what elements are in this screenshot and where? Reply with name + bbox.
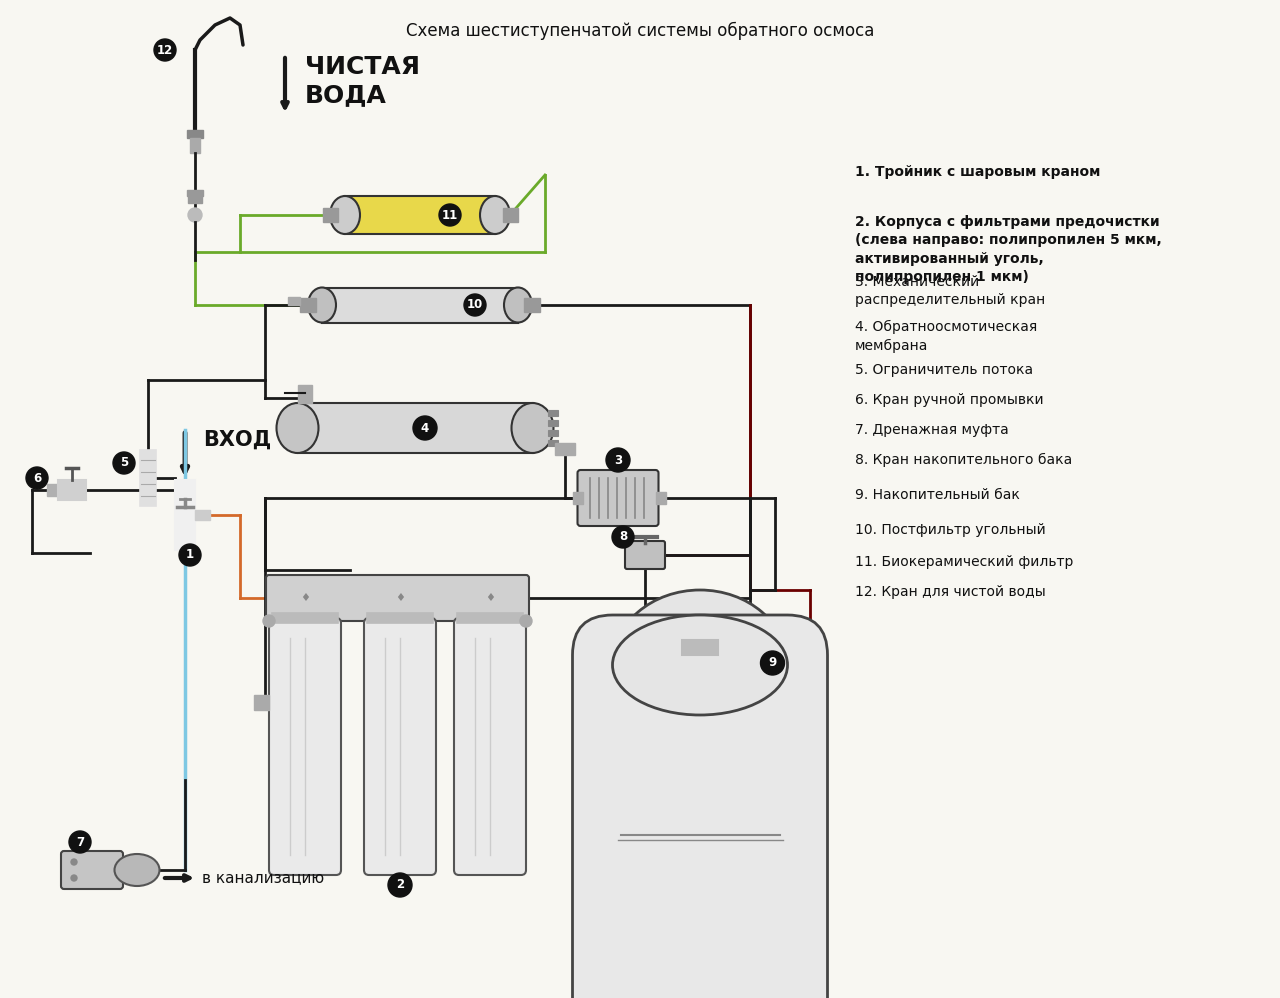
Text: 1. Тройник с шаровым краном: 1. Тройник с шаровым краном [855, 165, 1101, 179]
Circle shape [70, 875, 77, 881]
Text: 6. Кран ручной промывки: 6. Кран ручной промывки [855, 393, 1043, 407]
Circle shape [465, 294, 486, 316]
Text: 11. Биокерамический фильтр: 11. Биокерамический фильтр [855, 555, 1074, 569]
Ellipse shape [613, 615, 787, 715]
Ellipse shape [308, 287, 335, 322]
Bar [554, 443, 575, 455]
Text: в канализацию: в канализацию [202, 870, 324, 885]
Circle shape [113, 452, 134, 474]
Ellipse shape [480, 196, 509, 234]
Bar [367, 613, 433, 623]
Circle shape [179, 544, 201, 566]
Bar [189, 138, 200, 153]
Text: 2: 2 [396, 878, 404, 891]
FancyBboxPatch shape [269, 618, 340, 875]
Bar [503, 208, 517, 222]
Bar [524, 298, 540, 312]
Text: 4. Обратноосмотическая
мембрана: 4. Обратноосмотическая мембрана [855, 320, 1037, 352]
Circle shape [439, 204, 461, 226]
Text: 9: 9 [768, 657, 777, 670]
Bar [611, 665, 790, 865]
Text: 3. Механический
распределительный кран: 3. Механический распределительный кран [855, 275, 1046, 307]
Bar [457, 613, 524, 623]
Bar [187, 190, 204, 196]
Bar [682, 640, 718, 655]
FancyBboxPatch shape [625, 541, 666, 569]
Text: 7: 7 [76, 835, 84, 848]
Bar [47, 484, 59, 496]
Text: 3: 3 [614, 453, 622, 466]
Ellipse shape [330, 196, 360, 234]
Bar [58, 480, 86, 500]
Circle shape [26, 467, 49, 489]
Bar [572, 492, 582, 504]
Bar [288, 297, 300, 305]
Ellipse shape [504, 287, 532, 322]
Bar [297, 385, 311, 403]
Circle shape [262, 615, 275, 627]
Text: ♦: ♦ [396, 593, 404, 603]
Circle shape [188, 208, 202, 222]
FancyBboxPatch shape [61, 851, 123, 889]
Text: 8. Кран накопительного бака: 8. Кран накопительного бака [855, 453, 1073, 467]
Text: 11: 11 [442, 209, 458, 222]
Bar [195, 510, 210, 520]
Text: 10: 10 [467, 298, 483, 311]
FancyBboxPatch shape [346, 196, 495, 234]
Text: ВХОД: ВХОД [204, 430, 271, 450]
Bar [187, 130, 204, 138]
Text: 7. Дренажная муфта: 7. Дренажная муфта [855, 423, 1009, 437]
Bar [548, 410, 558, 416]
Circle shape [413, 416, 436, 440]
Ellipse shape [276, 403, 319, 453]
Text: ♦: ♦ [300, 593, 310, 603]
Circle shape [69, 831, 91, 853]
Circle shape [154, 39, 177, 61]
Bar [548, 420, 558, 426]
Text: 8: 8 [618, 531, 627, 544]
Text: 9. Накопительный бак: 9. Накопительный бак [855, 488, 1020, 502]
Text: 10. Постфильтр угольный: 10. Постфильтр угольный [855, 523, 1046, 537]
Text: 1: 1 [186, 549, 195, 562]
FancyBboxPatch shape [577, 470, 658, 526]
Text: 12. Кран для чистой воды: 12. Кран для чистой воды [855, 585, 1046, 599]
Text: ♦: ♦ [485, 593, 495, 603]
Text: ЧИСТАЯ
ВОДА: ЧИСТАЯ ВОДА [305, 55, 420, 107]
Ellipse shape [512, 403, 553, 453]
Text: 12: 12 [157, 44, 173, 57]
Bar [300, 298, 316, 312]
FancyBboxPatch shape [364, 618, 436, 875]
Bar [323, 208, 338, 222]
Bar [140, 450, 156, 506]
FancyBboxPatch shape [323, 287, 518, 322]
Bar [548, 440, 558, 446]
Circle shape [388, 873, 412, 897]
Bar [548, 430, 558, 436]
Bar [613, 665, 787, 875]
Bar [655, 492, 666, 504]
FancyBboxPatch shape [572, 615, 827, 998]
Text: Схема шестиступенчатой системы обратного осмоса: Схема шестиступенчатой системы обратного… [406, 22, 874, 40]
FancyBboxPatch shape [266, 575, 529, 621]
Bar [253, 695, 269, 710]
Ellipse shape [613, 590, 787, 740]
Bar [613, 703, 787, 802]
Text: 4: 4 [421, 421, 429, 434]
Text: 5: 5 [120, 456, 128, 469]
Bar [188, 195, 202, 203]
Circle shape [605, 448, 630, 472]
Circle shape [70, 859, 77, 865]
Circle shape [760, 651, 785, 675]
FancyBboxPatch shape [297, 403, 532, 453]
Text: 2. Корпуса с фильтрами предочистки
(слева направо: полипропилен 5 мкм,
активиров: 2. Корпуса с фильтрами предочистки (слев… [855, 215, 1162, 284]
Circle shape [520, 615, 532, 627]
Bar [175, 480, 195, 550]
FancyBboxPatch shape [454, 618, 526, 875]
Bar [273, 613, 338, 623]
Text: 5. Ограничитель потока: 5. Ограничитель потока [855, 363, 1033, 377]
Text: 6: 6 [33, 471, 41, 484]
Circle shape [612, 526, 634, 548]
Ellipse shape [114, 854, 160, 886]
